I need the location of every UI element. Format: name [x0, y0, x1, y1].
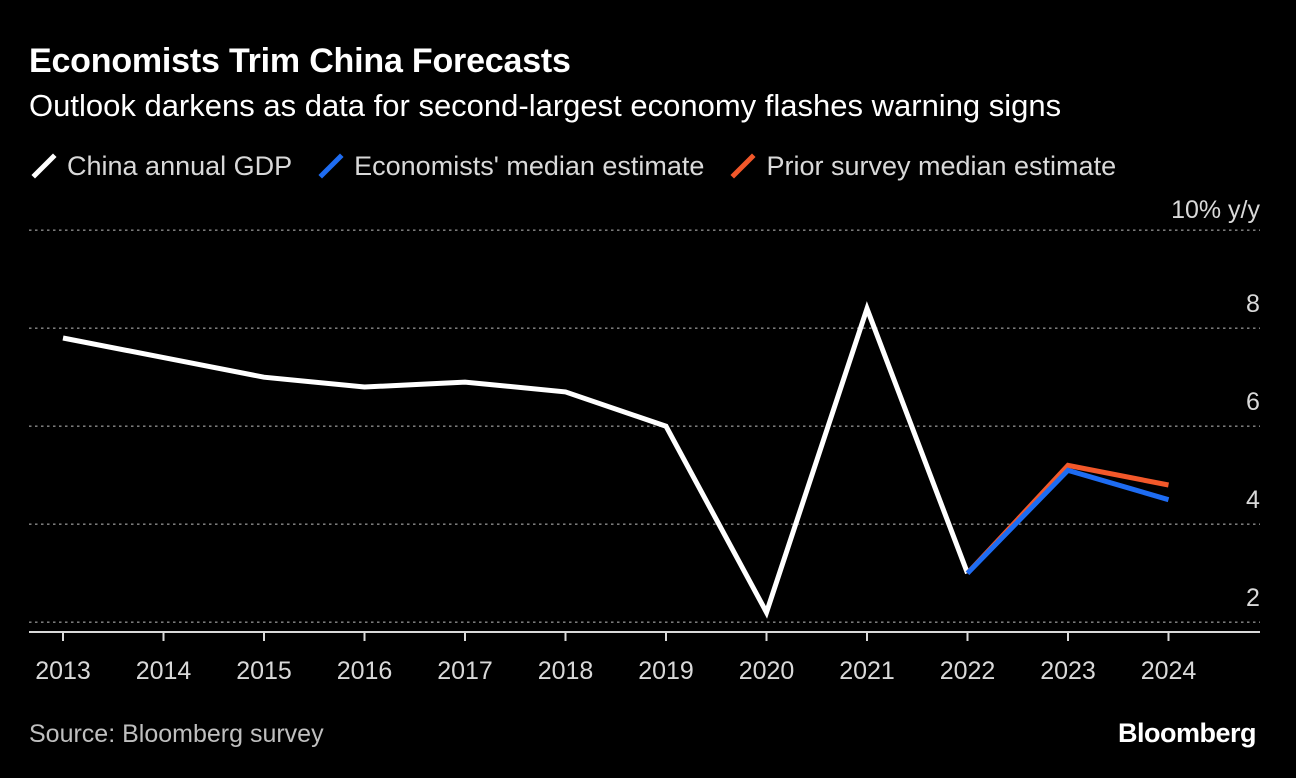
legend-swatch-median-estimate	[318, 153, 344, 179]
x-tick-label-2023: 2023	[1040, 657, 1096, 685]
legend-item-gdp: China annual GDP	[29, 151, 292, 182]
x-tick-label-2020: 2020	[739, 657, 795, 685]
x-tick-label-2017: 2017	[437, 657, 493, 685]
x-tick-label-2013: 2013	[35, 657, 91, 685]
legend-item-median-estimate: Economists' median estimate	[316, 151, 704, 182]
x-tick-label-2024: 2024	[1141, 657, 1197, 685]
x-tick-label-2015: 2015	[236, 657, 292, 685]
chart-subtitle: Outlook darkens as data for second-large…	[29, 88, 1062, 123]
grid-layer	[29, 229, 1260, 623]
source-note: Source: Bloomberg survey	[29, 720, 324, 748]
x-tick-label-2018: 2018	[538, 657, 594, 685]
x-tick-label-2016: 2016	[337, 657, 393, 685]
y-tick-label-2: 2	[1246, 584, 1260, 612]
axis-layer: 8 6 4 2 2013 2014 2015 2016 2017 2018 2019 2020 2021…	[29, 290, 1260, 685]
series-line-economists-median-estimate	[965, 467, 1170, 575]
bloomberg-logo: Bloomberg	[1117, 718, 1257, 748]
legend-swatch-gdp	[31, 153, 57, 179]
series-line-china-annual-gdp	[62, 301, 970, 619]
chart-title: Economists Trim China Forecasts	[29, 42, 571, 80]
x-tick-label-2014: 2014	[136, 657, 192, 685]
legend-label-median-estimate: Economists' median estimate	[354, 150, 705, 181]
series-line-prior-survey-median-estimate	[965, 462, 1169, 575]
x-tick-label-2019: 2019	[638, 657, 694, 685]
legend-item-prior-estimate: Prior survey median estimate	[728, 151, 1116, 182]
legend: China annual GDP Economists' median esti…	[29, 148, 1140, 184]
x-tick-label-2021: 2021	[839, 657, 895, 685]
legend-label-gdp: China annual GDP	[67, 150, 293, 181]
series-layer	[62, 301, 1170, 619]
y-tick-label-6: 6	[1246, 388, 1260, 416]
y-tick-label-4: 4	[1246, 486, 1260, 514]
legend-label-prior-estimate: Prior survey median estimate	[766, 150, 1117, 181]
legend-swatch-prior-estimate	[730, 153, 756, 179]
y-tick-label-8: 8	[1246, 290, 1260, 318]
y-axis-unit-label: 10% y/y	[1171, 196, 1260, 224]
x-tick-label-2022: 2022	[940, 657, 996, 685]
